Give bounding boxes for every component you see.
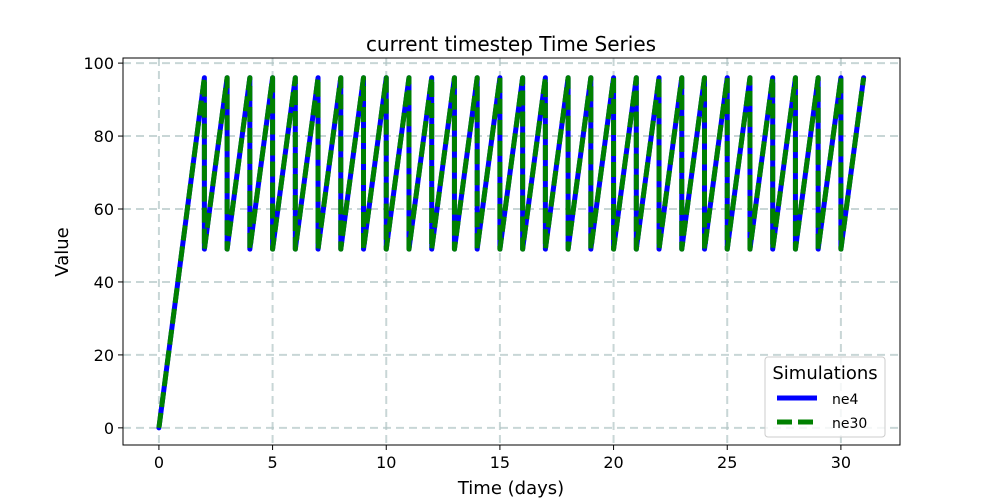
legend: Simulations ne4 ne30 (764, 356, 886, 438)
y-tick-label: 60 (94, 200, 114, 219)
y-tick-label: 40 (94, 273, 114, 292)
y-tick-label: 20 (94, 346, 114, 365)
y-tick-label: 0 (104, 419, 114, 438)
x-tick-label: 15 (490, 453, 510, 472)
x-tick-label: 5 (267, 453, 277, 472)
series-line-ne30 (156, 75, 867, 429)
x-tick-label: 10 (376, 453, 396, 472)
legend-label-ne30: ne30 (832, 416, 867, 432)
y-axis-label: Value (52, 227, 73, 276)
chart-title: current timestep Time Series (366, 32, 656, 56)
legend-title: Simulations (772, 363, 877, 384)
plot-frame (122, 57, 901, 446)
legend-label-ne4: ne4 (832, 392, 858, 408)
x-tick-label: 20 (603, 453, 623, 472)
y-tick-label: 100 (83, 54, 114, 73)
x-tick-label: 30 (831, 453, 851, 472)
x-tick-label: 25 (717, 453, 737, 472)
y-tick-label: 80 (94, 127, 114, 146)
x-axis-label: Time (days) (457, 478, 564, 499)
legend-box (764, 356, 886, 438)
x-tick-label: 0 (154, 453, 164, 472)
